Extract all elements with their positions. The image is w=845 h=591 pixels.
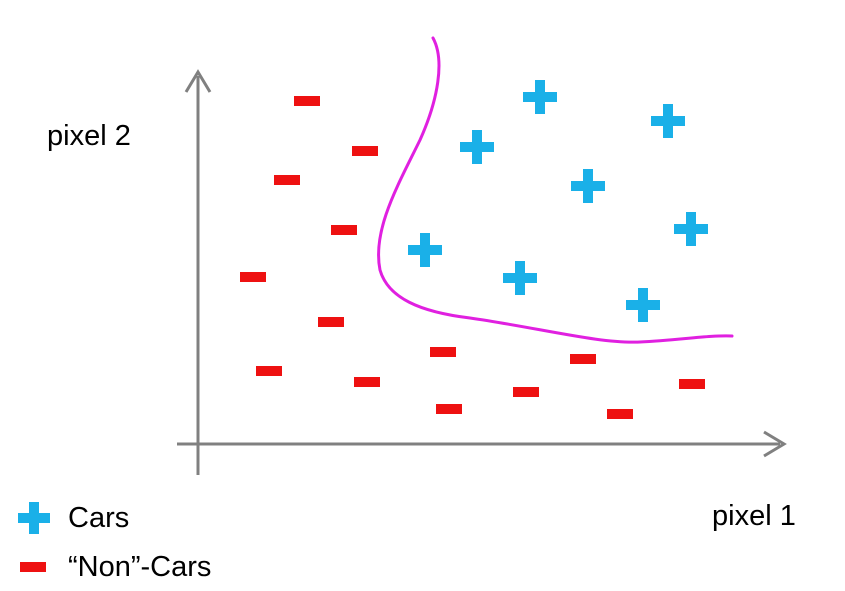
plus-icon: [18, 502, 50, 534]
legend-label-cars: Cars: [68, 502, 130, 534]
non-car-minus-marker: [679, 379, 705, 389]
non-car-minus-marker: [331, 225, 357, 235]
non-car-minus-marker: [318, 317, 344, 327]
car-plus-marker: [571, 169, 605, 203]
y-axis-label: pixel 2: [47, 120, 131, 152]
decision-boundary-curve: [377, 36, 734, 344]
car-plus-marker: [460, 130, 494, 164]
non-car-minus-marker: [294, 96, 320, 106]
non-car-minus-marker: [436, 404, 462, 414]
data-points: [240, 80, 708, 419]
car-plus-marker: [503, 261, 537, 295]
non-car-minus-marker: [513, 387, 539, 397]
car-plus-marker: [674, 212, 708, 246]
minus-icon: [20, 562, 46, 572]
non-car-minus-marker: [354, 377, 380, 387]
car-plus-marker: [523, 80, 557, 114]
non-car-minus-marker: [274, 175, 300, 185]
car-plus-marker: [408, 233, 442, 267]
non-car-minus-marker: [256, 366, 282, 376]
x-axis-arrowhead: [763, 430, 787, 458]
non-car-minus-marker: [607, 409, 633, 419]
non-car-minus-marker: [352, 146, 378, 156]
x-axis-label: pixel 1: [712, 500, 796, 532]
y-axis-arrowhead: [184, 69, 212, 93]
car-plus-marker: [651, 104, 685, 138]
non-car-minus-marker: [430, 347, 456, 357]
car-plus-marker: [626, 288, 660, 322]
non-car-minus-marker: [240, 272, 266, 282]
non-car-minus-marker: [570, 354, 596, 364]
legend-label-non-cars: “Non”-Cars: [68, 551, 212, 583]
